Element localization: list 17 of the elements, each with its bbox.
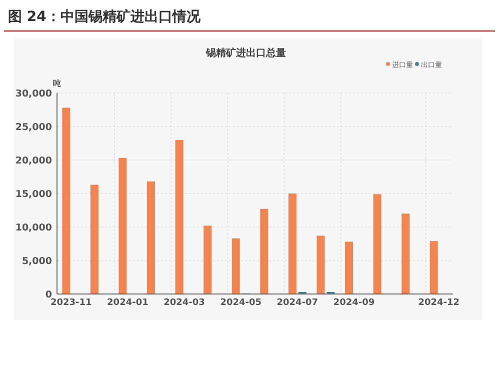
x-tick-label: 2024-09 xyxy=(333,298,375,308)
x-tick-label: 2023-11 xyxy=(50,298,92,308)
y-tick-label: 15,000 xyxy=(15,189,52,200)
y-tick-label: 5,000 xyxy=(22,256,52,267)
x-tick-label: 2024-03 xyxy=(164,298,205,308)
y-tick-label: 10,000 xyxy=(15,222,52,234)
y-tick-label: 20,000 xyxy=(15,156,52,166)
x-tick-label: 2024-05 xyxy=(220,298,262,308)
y-tick-label: 30,000 xyxy=(15,88,52,100)
x-tick-label: 2024-12 xyxy=(418,298,460,308)
y-tick-label: 25,000 xyxy=(15,122,52,133)
x-tick-label: 2024-01 xyxy=(107,298,148,308)
chart-title: 图 24：中国锡精矿进出口情况 xyxy=(8,8,202,25)
y-axis-title: 吨 xyxy=(53,79,61,88)
x-tick-label: 2024-07 xyxy=(276,298,318,308)
chart-subtitle: 锡精矿进出口总量 xyxy=(205,47,286,59)
y-tick-label: 0 xyxy=(45,290,52,300)
